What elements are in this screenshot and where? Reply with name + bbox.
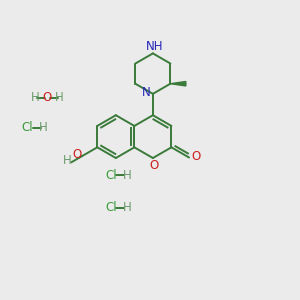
Text: H: H bbox=[122, 202, 131, 214]
Text: N: N bbox=[142, 86, 151, 99]
Text: O: O bbox=[43, 92, 52, 104]
Text: H: H bbox=[39, 121, 48, 134]
Text: H: H bbox=[55, 92, 64, 104]
Text: H: H bbox=[63, 154, 72, 167]
Text: O: O bbox=[72, 148, 82, 161]
Text: Cl: Cl bbox=[105, 202, 117, 214]
Text: O: O bbox=[150, 159, 159, 172]
Text: Cl: Cl bbox=[22, 121, 33, 134]
Text: Cl: Cl bbox=[105, 169, 117, 182]
Text: NH: NH bbox=[146, 40, 163, 53]
Text: H: H bbox=[31, 92, 40, 104]
Text: O: O bbox=[191, 149, 200, 163]
Polygon shape bbox=[170, 82, 186, 86]
Text: H: H bbox=[122, 169, 131, 182]
